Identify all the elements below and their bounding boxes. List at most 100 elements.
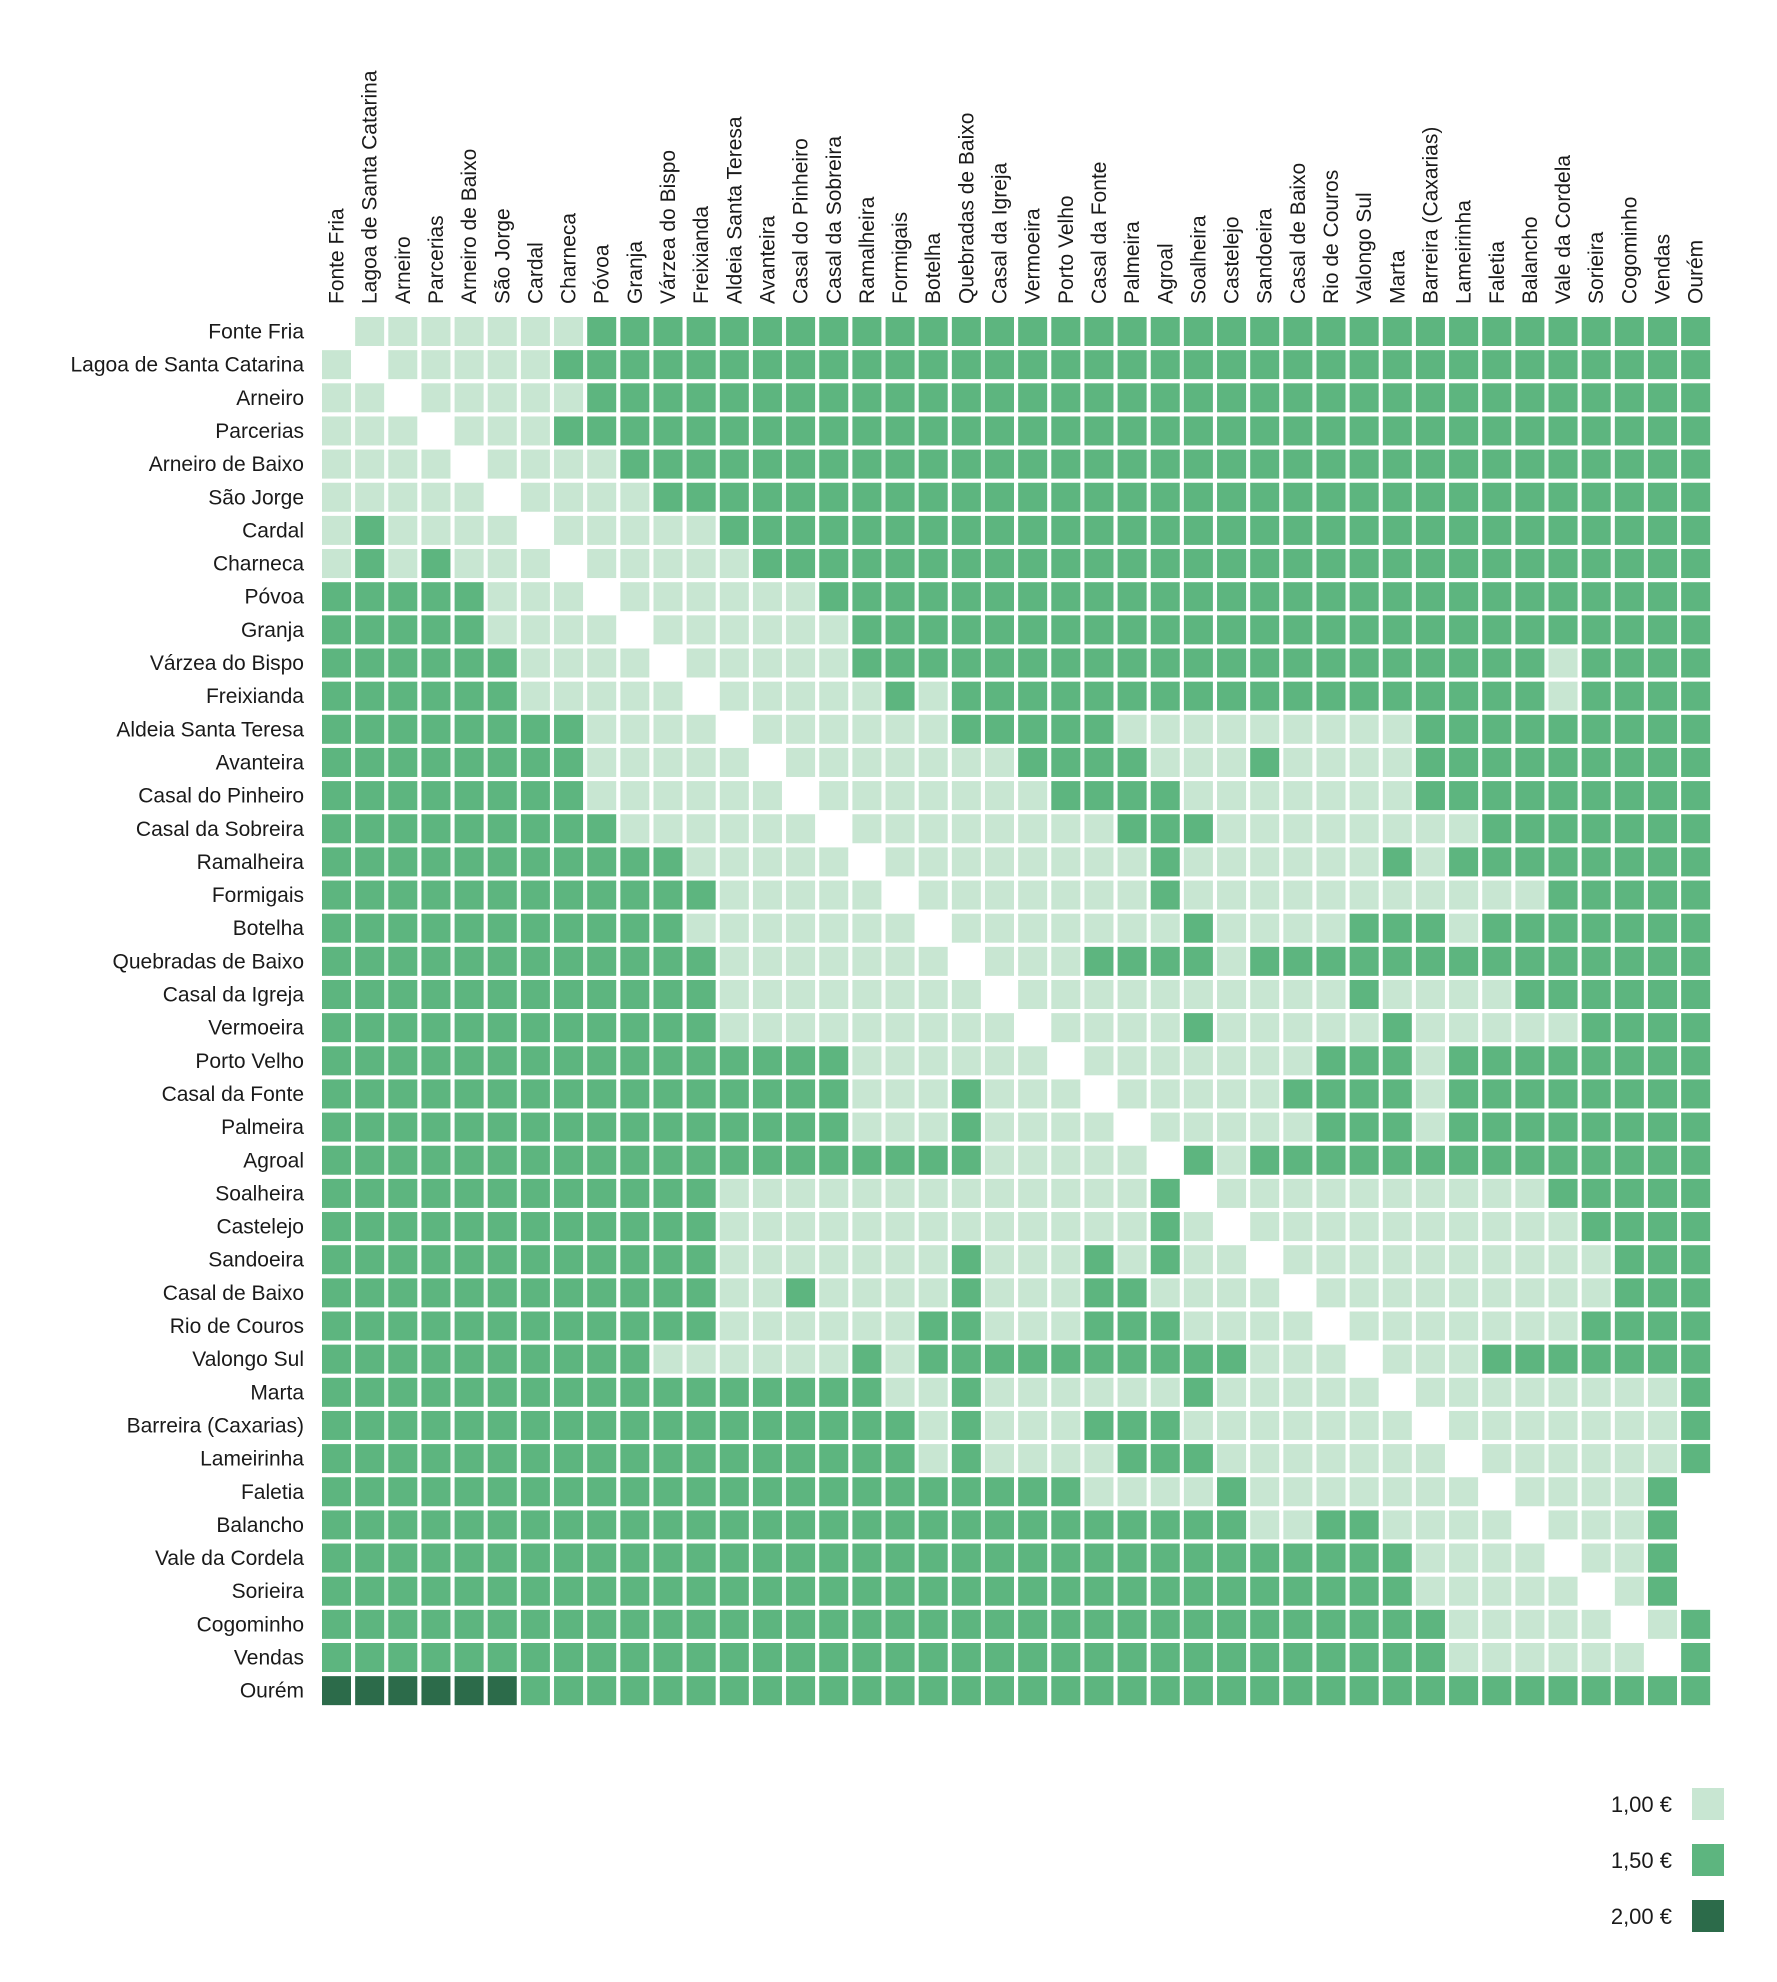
heatmap-cell bbox=[587, 1079, 617, 1109]
heatmap-cell bbox=[686, 781, 716, 811]
heatmap-cell bbox=[454, 582, 484, 612]
heatmap-cell bbox=[786, 615, 816, 645]
heatmap-cell bbox=[587, 317, 617, 346]
heatmap-cell bbox=[1482, 515, 1512, 545]
heatmap-cell bbox=[1084, 1510, 1114, 1540]
heatmap-cell bbox=[1581, 317, 1611, 346]
heatmap-cell bbox=[719, 515, 749, 545]
column-label: Marta bbox=[1386, 250, 1409, 304]
heatmap-cell bbox=[1648, 1013, 1677, 1043]
heatmap-cell bbox=[918, 1245, 948, 1275]
heatmap-cell bbox=[1250, 1377, 1280, 1407]
heatmap-cell bbox=[852, 1543, 882, 1573]
heatmap-cell bbox=[951, 681, 981, 711]
heatmap-cell bbox=[322, 1212, 351, 1242]
heatmap-cell bbox=[1150, 681, 1180, 711]
heatmap-cell bbox=[985, 1344, 1014, 1374]
heatmap-cell bbox=[487, 1543, 517, 1573]
heatmap-cell bbox=[1349, 913, 1379, 943]
heatmap-cell bbox=[1150, 1676, 1180, 1706]
heatmap-cell bbox=[1581, 714, 1611, 744]
heatmap-cell bbox=[554, 1344, 584, 1374]
heatmap-cell bbox=[1648, 1576, 1677, 1606]
heatmap-cell bbox=[1349, 1079, 1379, 1109]
heatmap-cell bbox=[1084, 383, 1114, 413]
heatmap-cell bbox=[819, 913, 849, 943]
heatmap-cell bbox=[1581, 515, 1611, 545]
heatmap-cell bbox=[1316, 416, 1346, 446]
heatmap-cell bbox=[1482, 416, 1512, 446]
heatmap-cell bbox=[1283, 847, 1313, 877]
heatmap-cell bbox=[620, 1178, 650, 1208]
heatmap-cell bbox=[1084, 814, 1114, 844]
heatmap-cell bbox=[1548, 1212, 1578, 1242]
heatmap-cell bbox=[1515, 1576, 1545, 1606]
heatmap-cell bbox=[1681, 880, 1711, 910]
heatmap-cell bbox=[918, 1311, 948, 1341]
heatmap-cell bbox=[1150, 1410, 1180, 1440]
heatmap-cell bbox=[1382, 648, 1412, 678]
heatmap-cell bbox=[1482, 1013, 1512, 1043]
heatmap-cell bbox=[1548, 1477, 1578, 1507]
heatmap-cell bbox=[1548, 1344, 1578, 1374]
heatmap-cell bbox=[1581, 1112, 1611, 1142]
heatmap-cell bbox=[487, 1145, 517, 1175]
column-label: Vermoeira bbox=[1022, 208, 1045, 304]
heatmap-cell bbox=[1482, 615, 1512, 645]
column-label: Aldeia Santa Teresa bbox=[723, 116, 746, 304]
heatmap-cell bbox=[1217, 416, 1247, 446]
heatmap-cell bbox=[819, 515, 849, 545]
heatmap-cell bbox=[322, 1046, 351, 1076]
heatmap-cell bbox=[1515, 615, 1545, 645]
heatmap-cell bbox=[421, 980, 451, 1009]
heatmap-cell bbox=[1382, 317, 1412, 346]
heatmap-cell bbox=[1018, 1245, 1048, 1275]
row-label: Casal da Igreja bbox=[163, 984, 305, 1007]
heatmap-cell bbox=[985, 648, 1014, 678]
heatmap-cell bbox=[951, 317, 981, 346]
heatmap-cell bbox=[1051, 1344, 1081, 1374]
heatmap-cell bbox=[1018, 681, 1048, 711]
heatmap-cell bbox=[487, 1046, 517, 1076]
heatmap-cell bbox=[520, 1643, 550, 1672]
heatmap-cell bbox=[1316, 1278, 1346, 1308]
heatmap-cell bbox=[653, 1245, 683, 1275]
heatmap-cell bbox=[1084, 1377, 1114, 1407]
heatmap-cell bbox=[885, 1212, 915, 1242]
heatmap-cell bbox=[752, 814, 782, 844]
heatmap-cell bbox=[985, 1676, 1014, 1706]
heatmap-cell bbox=[951, 1013, 981, 1043]
heatmap-cell bbox=[1117, 515, 1147, 545]
heatmap-cell bbox=[487, 416, 517, 446]
heatmap-cell bbox=[1117, 1344, 1147, 1374]
heatmap-cell bbox=[752, 1643, 782, 1672]
heatmap-cell bbox=[1515, 847, 1545, 877]
heatmap-cell bbox=[587, 747, 617, 777]
heatmap-cell bbox=[786, 350, 816, 380]
heatmap-cell bbox=[951, 482, 981, 512]
row-label: Fonte Fria bbox=[208, 321, 304, 344]
heatmap-cell bbox=[1051, 1079, 1081, 1109]
heatmap-cell bbox=[918, 747, 948, 777]
heatmap-cell bbox=[520, 1477, 550, 1507]
heatmap-cell bbox=[985, 1112, 1014, 1142]
row-label: Cardal bbox=[242, 519, 304, 542]
heatmap-cell bbox=[719, 317, 749, 346]
heatmap-cell bbox=[885, 549, 915, 579]
heatmap-cell bbox=[388, 681, 418, 711]
heatmap-cell bbox=[653, 1212, 683, 1242]
row-label: Balancho bbox=[216, 1514, 304, 1537]
heatmap-cell bbox=[752, 1444, 782, 1474]
heatmap-cell bbox=[1117, 1013, 1147, 1043]
heatmap-cell bbox=[1449, 317, 1479, 346]
heatmap-cell bbox=[1084, 1543, 1114, 1573]
heatmap-cell bbox=[1415, 1079, 1445, 1109]
heatmap-cell bbox=[1548, 913, 1578, 943]
heatmap-cell bbox=[1150, 549, 1180, 579]
heatmap-cell bbox=[719, 549, 749, 579]
heatmap-cell bbox=[1051, 350, 1081, 380]
heatmap-cell bbox=[1382, 1444, 1412, 1474]
heatmap-cell bbox=[1283, 1344, 1313, 1374]
heatmap-cell bbox=[1217, 482, 1247, 512]
heatmap-cell bbox=[918, 1543, 948, 1573]
